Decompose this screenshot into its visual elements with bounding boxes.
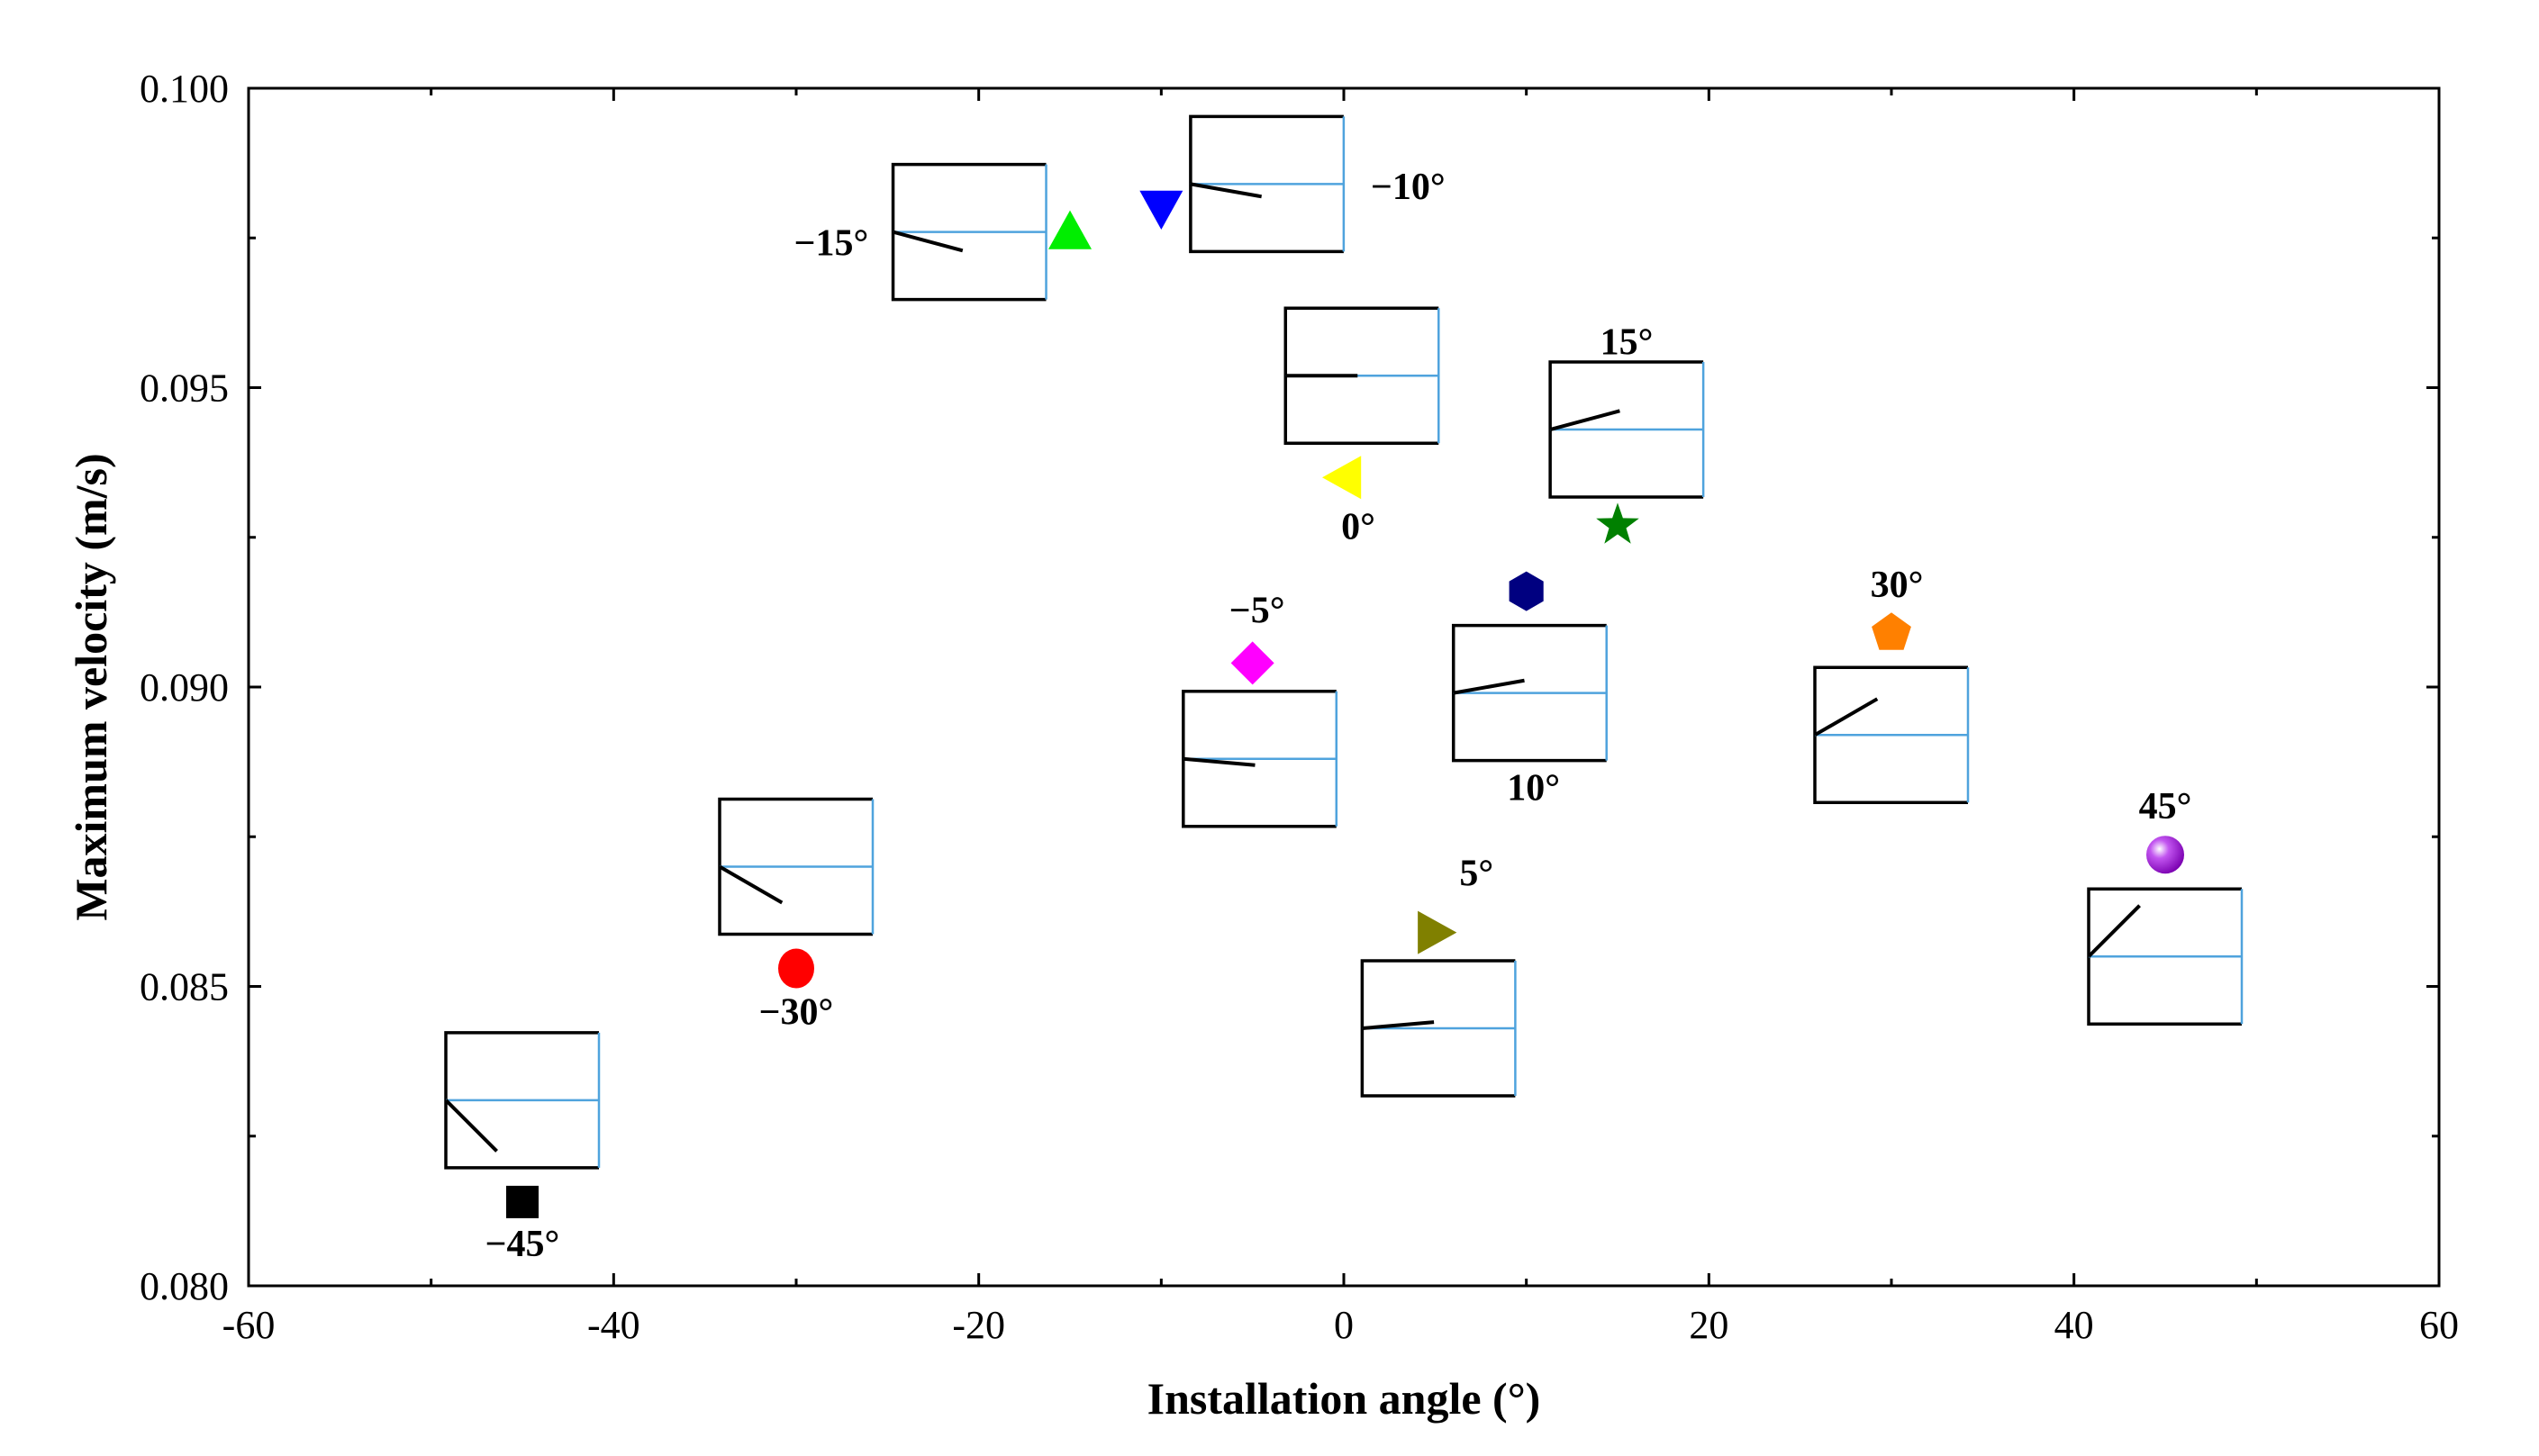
inset-plate (893, 230, 964, 253)
data-point-hexagon (1509, 571, 1544, 611)
inset-plate (1549, 409, 1620, 431)
inset-plate (719, 864, 784, 905)
point-label: 5° (1459, 854, 1493, 895)
point-label: 45° (2139, 786, 2192, 827)
x-tick-label: -20 (952, 1303, 1005, 1347)
y-tick-label: 0.090 (140, 665, 229, 710)
point-labels: −45° −30° −15° −10° −5° 0° 5° 10° 15° 30° 45° (485, 167, 2192, 1265)
x-tick-label: 0 (1334, 1303, 1354, 1347)
inset-diagram (444, 1031, 601, 1170)
y-tick-label: 0.095 (140, 366, 229, 411)
inset-diagram (1283, 306, 1440, 445)
inset-diagram (891, 162, 1047, 302)
inset-plate (1813, 697, 1879, 737)
y-tick-label: 0.085 (140, 965, 229, 1009)
inset-plate (1453, 678, 1525, 695)
y-axis-title: Maximum velocity (m/s) (66, 453, 116, 920)
inset-diagram (1548, 360, 1705, 499)
inset-diagram (1813, 665, 1970, 804)
point-label: −30° (759, 992, 834, 1034)
axis-ticks: -60 -40 -20 0 20 40 60 0.080 0.085 0.090 0.095 0.10… (140, 67, 2459, 1347)
x-tick-label: 20 (1689, 1303, 1728, 1347)
inset-plate (444, 1099, 498, 1153)
y-tick-label: 0.080 (140, 1264, 229, 1308)
point-label: −15° (794, 223, 869, 265)
point-label: 10° (1507, 768, 1560, 809)
point-label: −10° (1371, 167, 1446, 208)
data-point-triangle-left (1322, 456, 1362, 500)
point-label: 15° (1600, 321, 1654, 363)
x-tick-label: -40 (587, 1303, 640, 1347)
inset-plate (1362, 1020, 1435, 1031)
point-label: 0° (1341, 506, 1375, 547)
data-point-circle (778, 948, 814, 989)
inset-plate (1183, 756, 1256, 767)
inset-diagram (1182, 690, 1338, 828)
data-points (506, 190, 2184, 1218)
inset-diagram (718, 797, 875, 936)
x-tick-label: 60 (2419, 1303, 2459, 1347)
x-axis-title: Installation angle (°) (1147, 1373, 1541, 1424)
inset-diagram (1360, 959, 1517, 1098)
inset-box (1182, 690, 1337, 828)
plot-frame (247, 86, 2441, 1288)
point-label: 30° (1871, 565, 1924, 606)
data-point-pentagon (1872, 612, 1911, 650)
data-point-triangle-down (1139, 190, 1183, 230)
point-label: −5° (1229, 590, 1285, 631)
inset-box (1548, 360, 1704, 499)
inset-diagram (1189, 114, 1346, 254)
data-point-square (506, 1185, 539, 1218)
data-point-star (1596, 502, 1639, 544)
x-tick-label: -60 (222, 1303, 276, 1347)
point-label: −45° (485, 1224, 560, 1265)
data-point-sphere (2146, 836, 2184, 874)
inset-diagram (1451, 623, 1608, 763)
inset-plate (2087, 904, 2141, 958)
inset-diagrams (444, 114, 2244, 1170)
inset-box (891, 162, 1047, 302)
y-tick-label: 0.100 (140, 67, 229, 111)
data-point-triangle-right (1418, 910, 1457, 954)
inset-plate (1190, 182, 1263, 199)
data-point-diamond (1230, 641, 1274, 685)
inset-diagram (2087, 887, 2244, 1026)
x-tick-label: 40 (2054, 1303, 2094, 1347)
data-point-triangle-up (1048, 210, 1092, 249)
